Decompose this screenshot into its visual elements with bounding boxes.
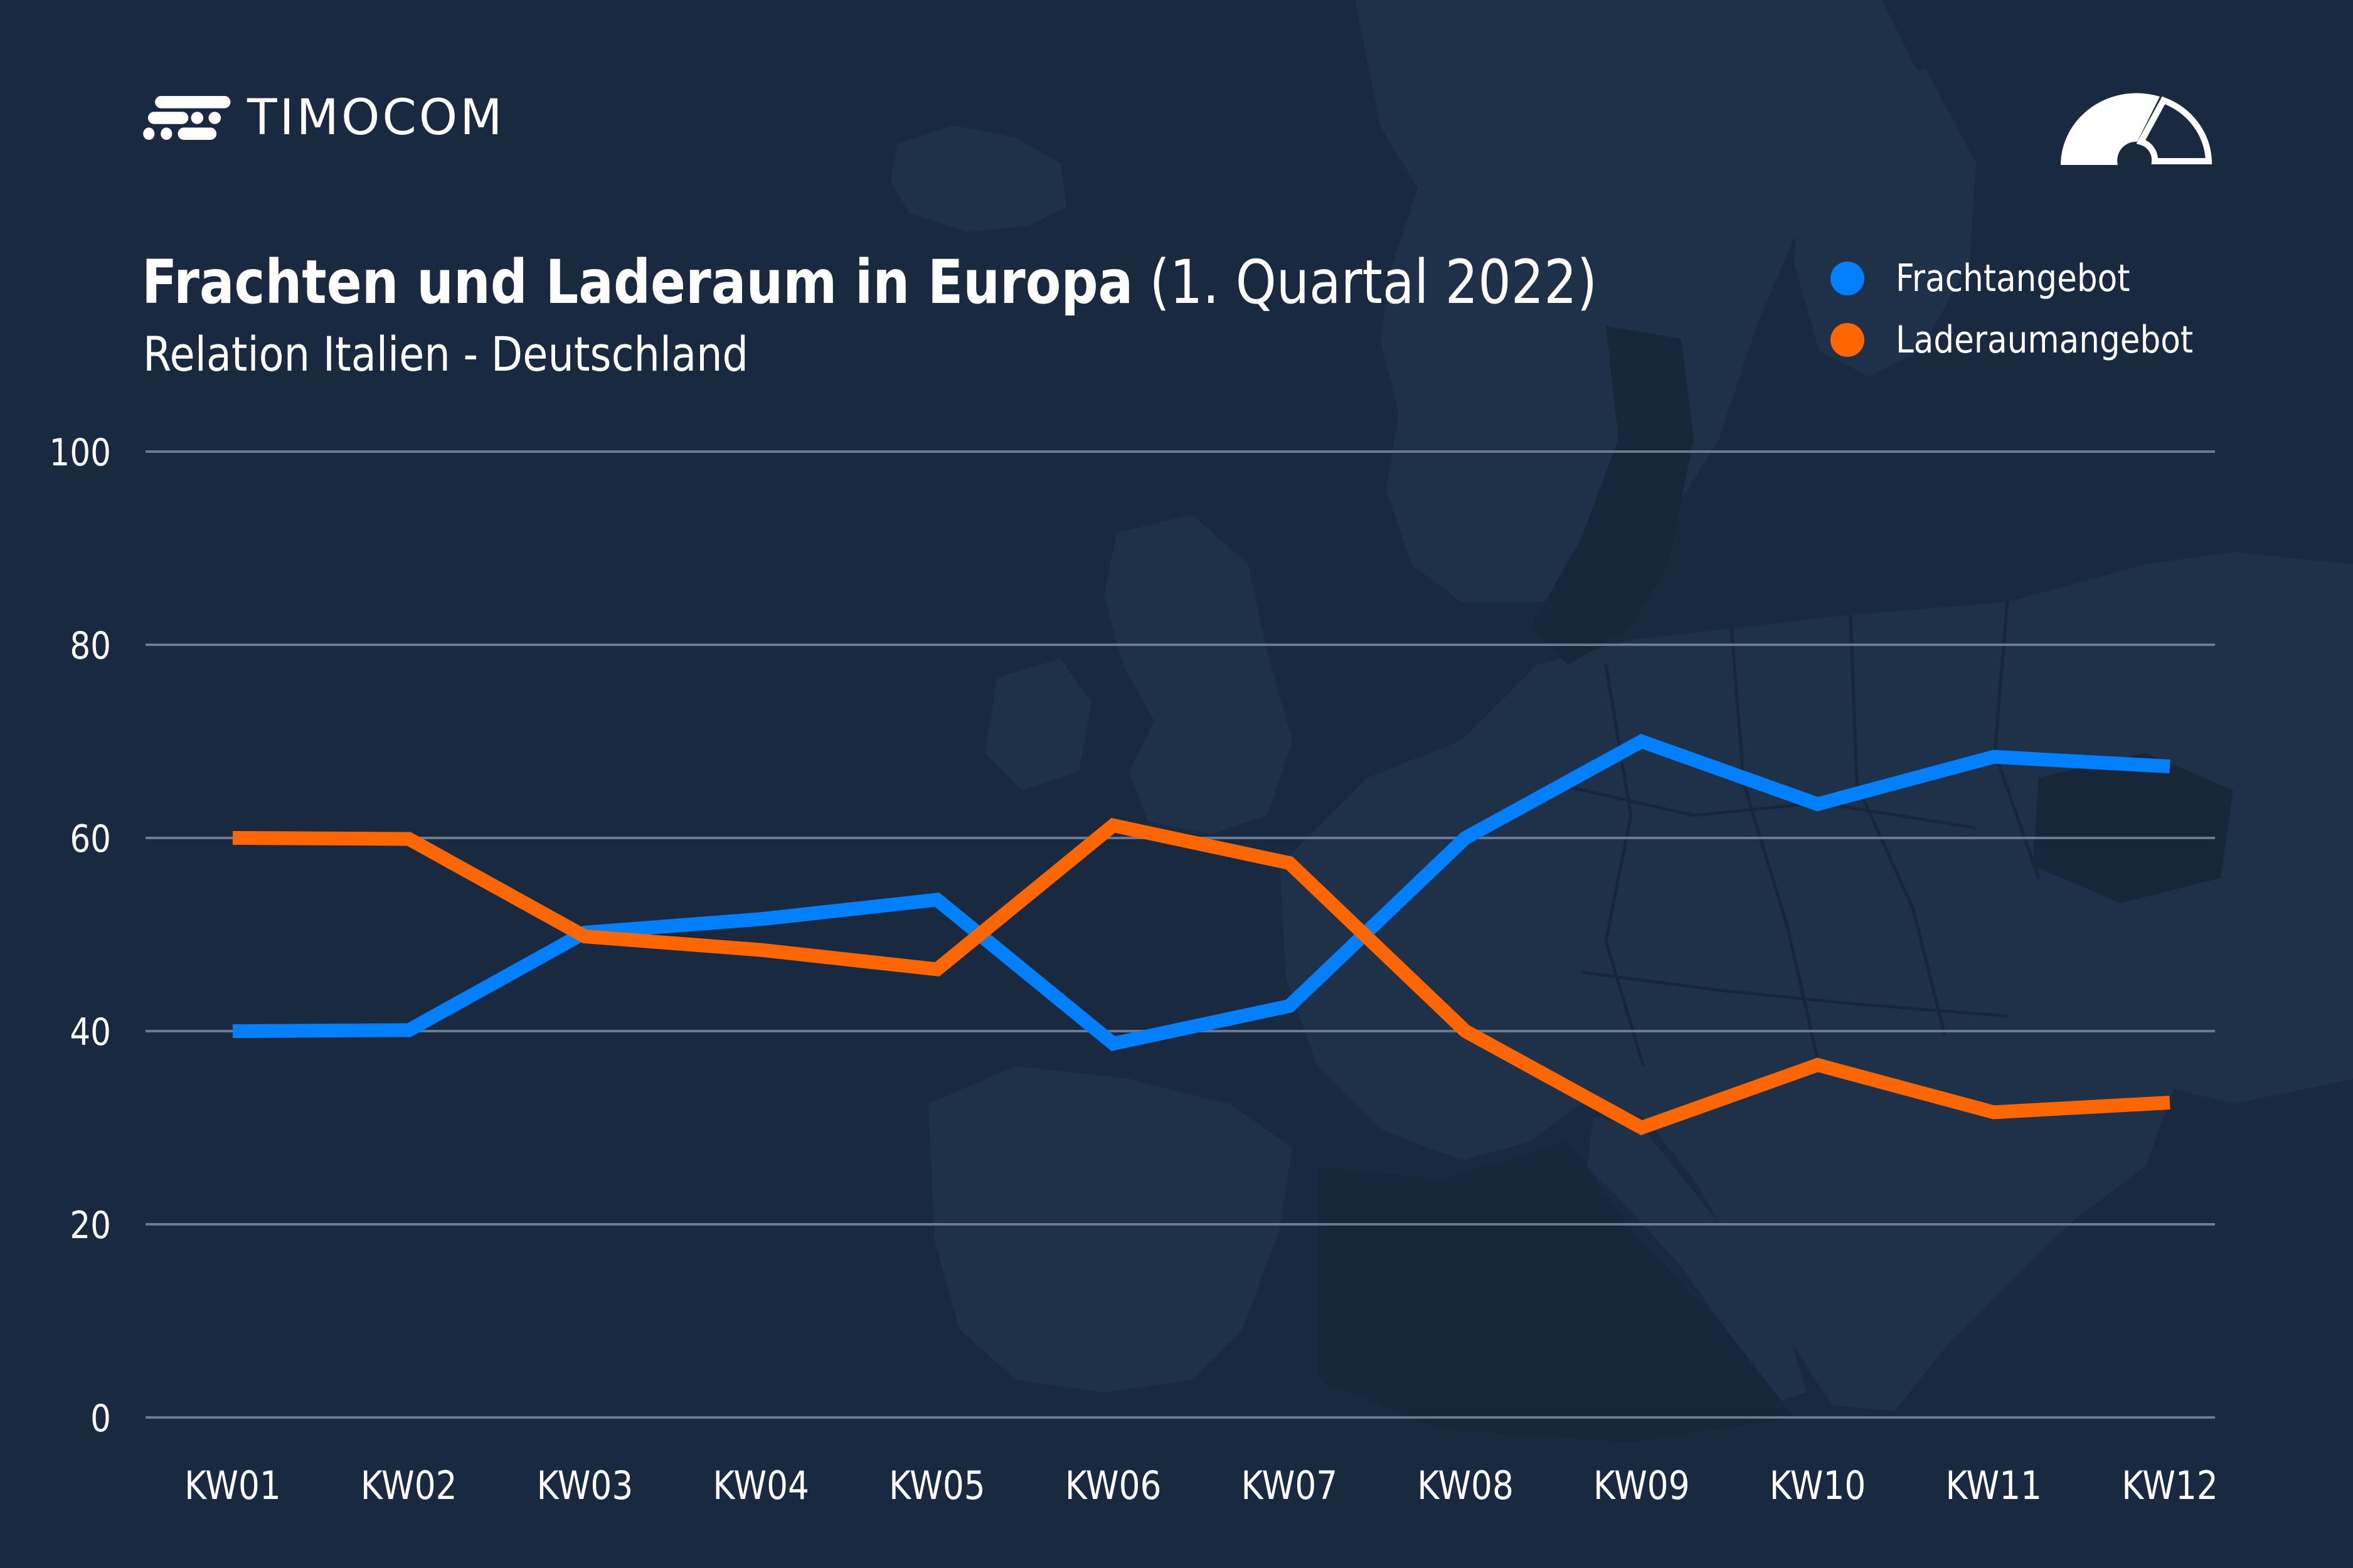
grid-lines [146, 450, 2215, 1419]
chart-title: Frachten und Laderaum in Europa (1. Quar… [142, 247, 1598, 317]
y-axis-ticks: 0 20 40 60 80 100 [50, 431, 111, 1441]
series-line-laderaumangebot [232, 818, 2170, 1136]
series-lines [232, 733, 2170, 1136]
map-border [1849, 614, 1947, 1036]
x-tick-label: KW09 [1593, 1463, 1690, 1508]
map-black-sea [2032, 753, 2233, 903]
x-tick-label: KW06 [1065, 1463, 1162, 1508]
map-border [1555, 782, 1977, 830]
chart-legend: Frachtangebot Laderaumangebot [1830, 248, 2241, 371]
chart-title-period: (1. Quartal 2022) [1149, 247, 1598, 317]
x-axis-ticks: KW01 KW02 KW03 KW04 KW05 KW06 KW07 KW08 KW09 KW10… [184, 1463, 2218, 1508]
x-tick-label: KW04 [713, 1463, 809, 1508]
legend-dot-frachtangebot [1830, 262, 1864, 295]
x-tick-label: KW11 [1945, 1463, 2042, 1508]
map-mediterranean [1317, 1142, 1794, 1443]
x-tick-label: KW10 [1770, 1463, 1866, 1508]
x-tick-label: KW05 [889, 1463, 985, 1508]
x-tick-label: KW01 [184, 1463, 281, 1508]
timocom-dashes-icon [143, 95, 231, 140]
map-baltic-sea [1531, 326, 1694, 665]
x-tick-label: KW02 [361, 1463, 457, 1508]
x-tick-label: KW07 [1241, 1463, 1338, 1508]
y-tick-label: 40 [70, 1010, 111, 1054]
x-tick-label: KW12 [2122, 1463, 2218, 1508]
y-tick-label: 100 [50, 431, 111, 475]
series-line-frachtangebot [232, 733, 2170, 1051]
map-border [1604, 664, 1645, 1067]
map-iberia [928, 1066, 1292, 1392]
timocom-logo: TIMOCOM [141, 91, 505, 144]
gauge-icon [2061, 93, 2212, 165]
legend-label: Frachtangebot [1896, 257, 2130, 300]
map-iceland [891, 125, 1066, 232]
map-ireland [985, 659, 1092, 790]
y-tick-label: 20 [70, 1204, 111, 1248]
legend-label: Laderaumangebot [1896, 318, 2194, 362]
y-tick-label: 60 [70, 817, 111, 861]
map-uk [1104, 514, 1292, 834]
map-finland [1794, 69, 1976, 376]
legend-item-laderaumangebot: Laderaumangebot [1830, 309, 2241, 371]
chart-subtitle: Relation Italien - Deutschland [143, 326, 749, 382]
map-turkey [2070, 928, 2353, 1104]
y-tick-label: 80 [70, 624, 111, 668]
legend-item-frachtangebot: Frachtangebot [1830, 248, 2241, 309]
map-border [1580, 970, 2008, 1018]
x-tick-label: KW08 [1417, 1463, 1514, 1508]
map-italy [1587, 1116, 1807, 1405]
logo-text: TIMOCOM [247, 89, 505, 146]
x-tick-label: KW03 [537, 1463, 634, 1508]
chart-title-main: Frachten und Laderaum in Europa [142, 247, 1134, 317]
y-tick-label: 0 [90, 1397, 111, 1441]
legend-dot-laderaumangebot [1830, 323, 1864, 357]
